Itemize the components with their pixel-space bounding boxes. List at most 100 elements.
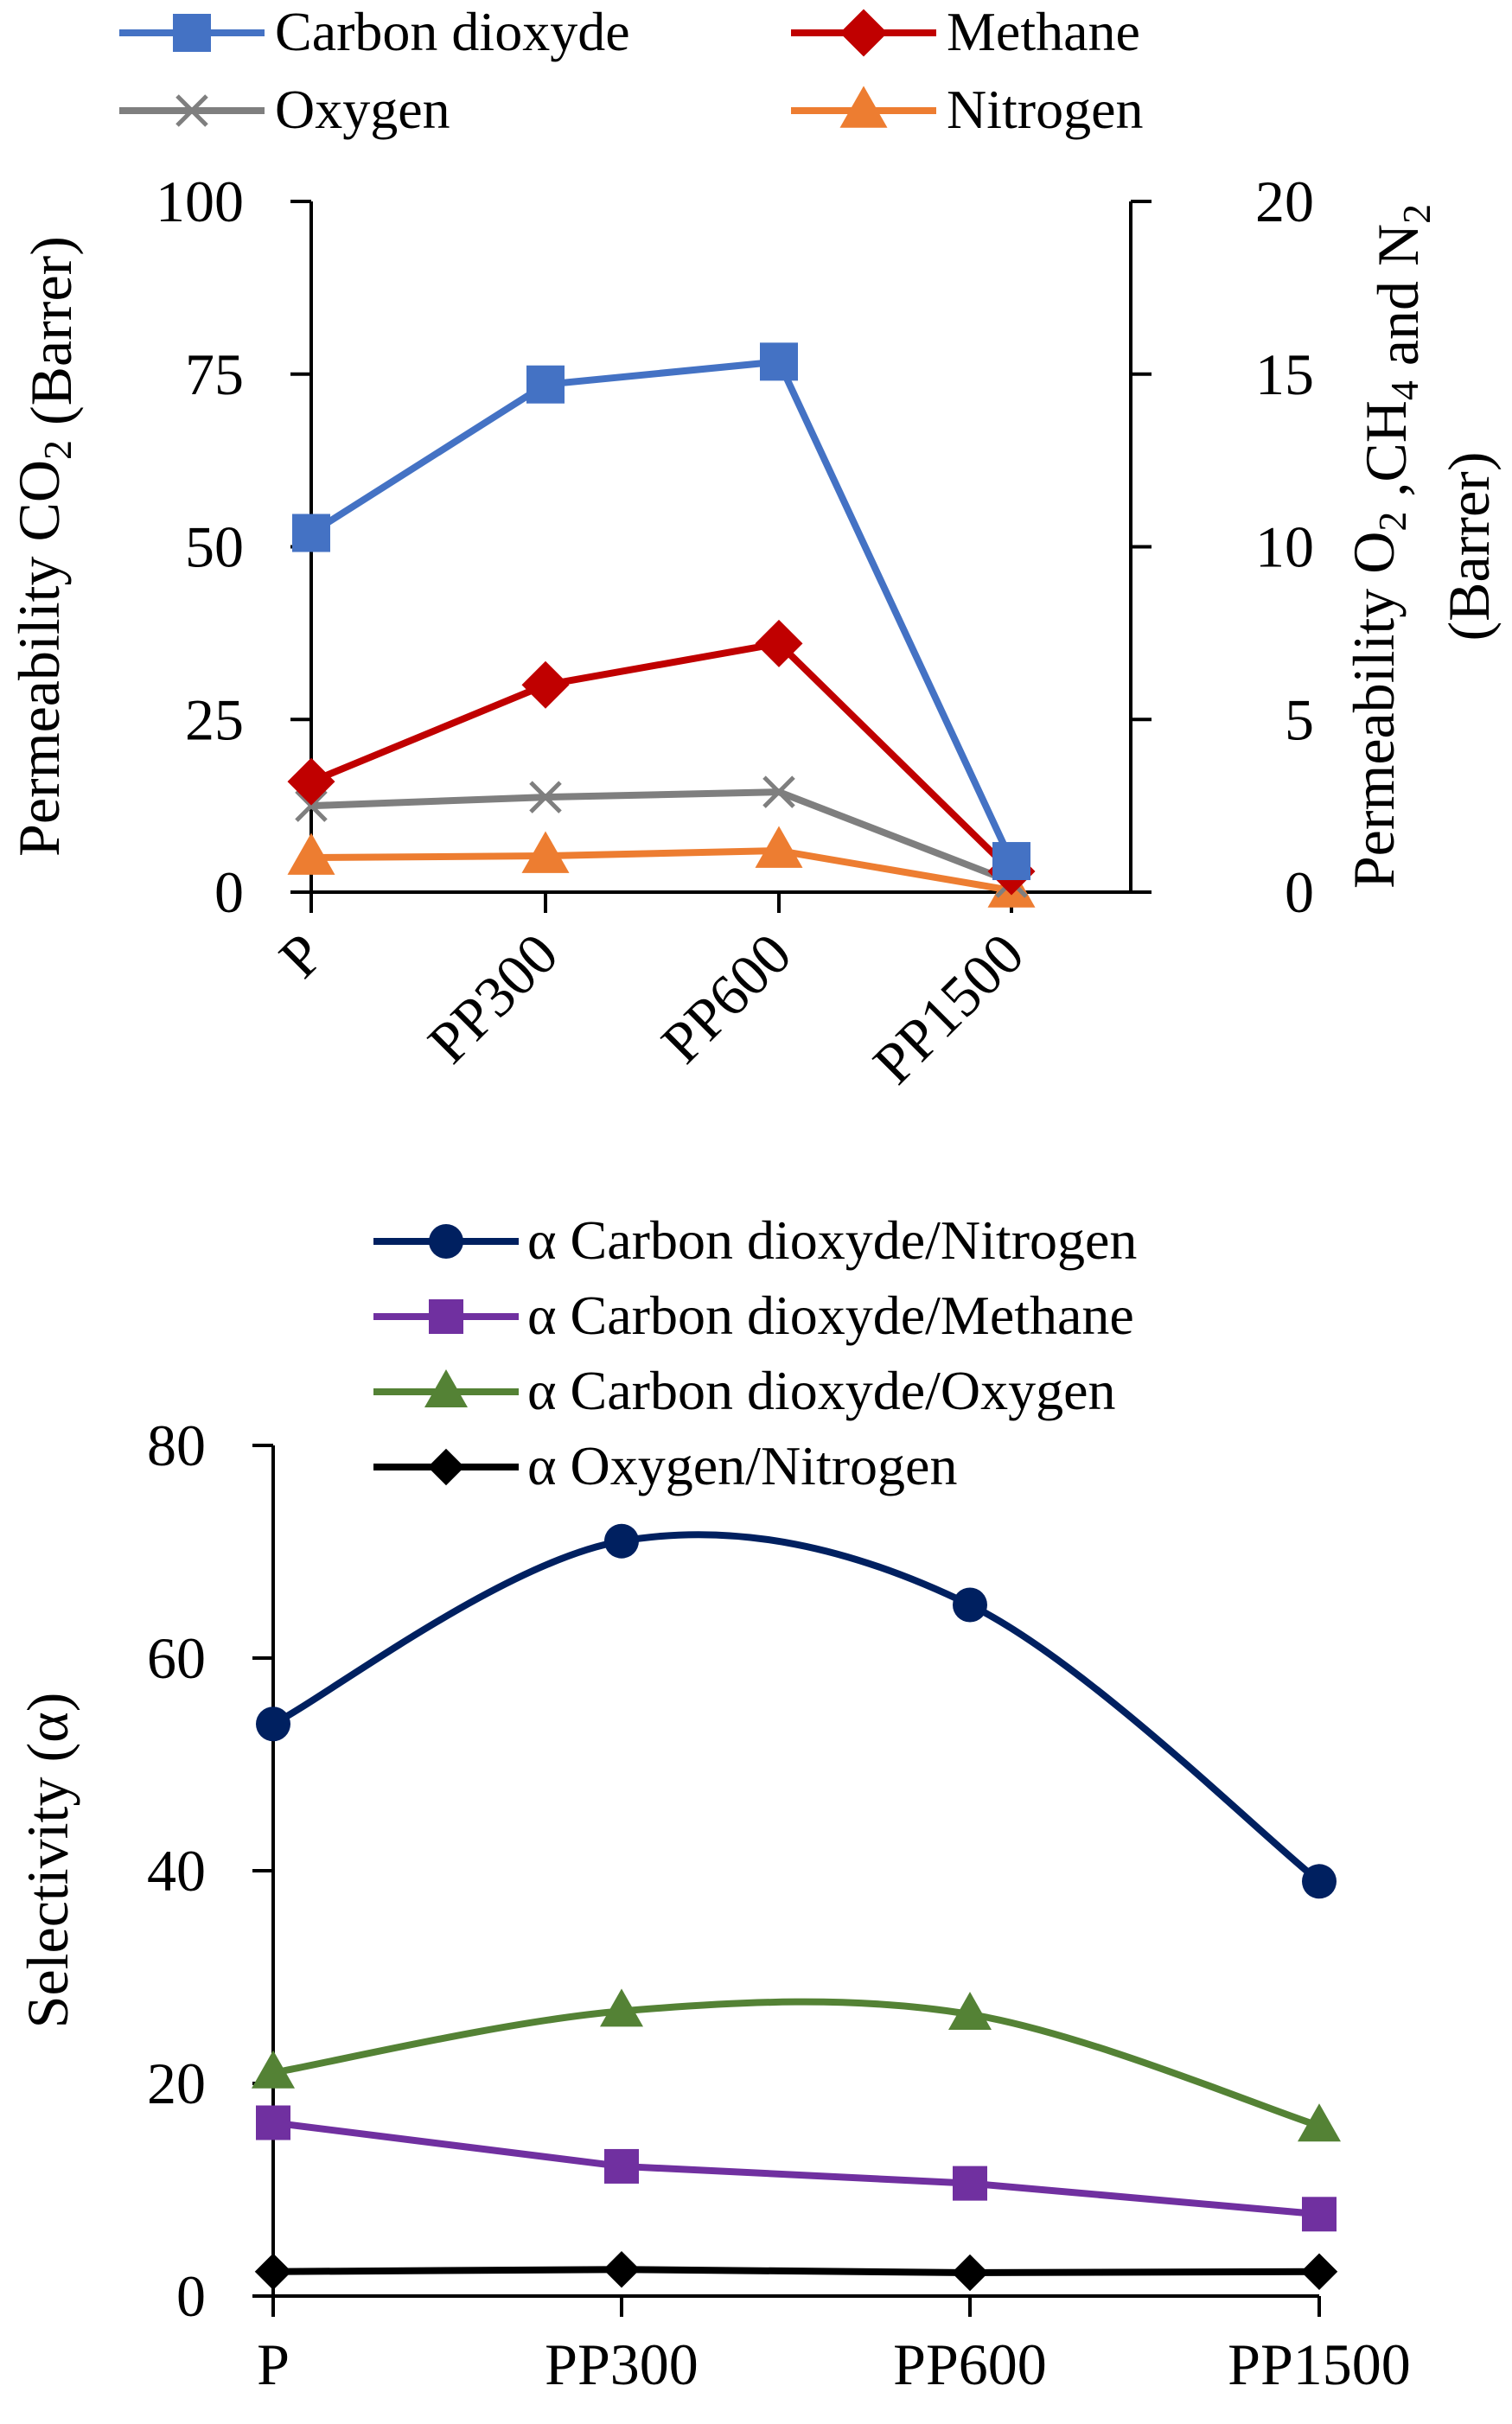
legend-label-o2-n2: α Oxygen/Nitrogen <box>527 1435 957 1496</box>
data-point-carbon-dioxyde-nitrogen-pp300 <box>604 1523 639 1559</box>
legend-marker-carbon-dioxyde <box>173 14 211 52</box>
legend-marker-carbon-dioxyde-oxygen <box>424 1369 468 1407</box>
data-point-oxygen-pp600 <box>762 775 795 808</box>
top-left-ticks: 0 25 50 75 100 <box>156 169 311 925</box>
data-point-oxygen-p <box>295 789 328 822</box>
legend-entry-co2-n2 <box>373 1224 519 1259</box>
top-left-axis-title: Permeability CO2 (Barrer) <box>6 236 84 857</box>
data-point-carbon-dioxyde-pp300 <box>526 365 565 404</box>
legend-entry-nitrogen <box>791 86 936 128</box>
legend-label-co2-ch4: α Carbon dioxyde/Methane <box>527 1285 1134 1346</box>
data-point-oxygen-nitrogen-pp300 <box>603 2251 641 2288</box>
legend-entry-methane <box>791 9 936 57</box>
data-point-oxygen-nitrogen-pp600 <box>951 2254 989 2292</box>
data-point-carbon-dioxyde-oxygen-pp1500 <box>1298 2103 1341 2142</box>
series-nitrogen <box>287 826 1036 908</box>
bottom-x-tick-label-pp1500: PP1500 <box>1228 2332 1411 2397</box>
data-point-nitrogen-p <box>287 832 335 875</box>
top-right-tick-label: 10 <box>1255 514 1314 580</box>
series-carbon-dioxyde-methane <box>256 2105 1337 2232</box>
data-point-oxygen-pp300 <box>529 781 562 813</box>
series-line-carbon-dioxyde-methane <box>272 2119 1320 2218</box>
data-point-oxygen-nitrogen-pp1500 <box>1300 2253 1338 2290</box>
bottom-x-tick-label-pp300: PP300 <box>545 2332 699 2397</box>
top-right-tick-label: 5 <box>1285 686 1314 752</box>
legend-entry-co2-ch4 <box>373 1299 519 1334</box>
data-point-methane-p <box>287 757 335 806</box>
bottom-y-tick-label: 80 <box>147 1413 206 1478</box>
top-legend: Carbon dioxyde Methane Oxygen Nitrogen <box>119 1 1144 140</box>
top-left-tick-label: 25 <box>185 686 244 752</box>
data-point-nitrogen-pp300 <box>521 831 570 873</box>
data-point-methane-pp600 <box>755 619 803 667</box>
data-point-carbon-dioxyde-oxygen-pp300 <box>600 1988 643 2027</box>
legend-label-co2-n2: α Carbon dioxyde/Nitrogen <box>527 1209 1137 1271</box>
series-line-carbon-dioxyde-oxygen <box>272 1998 1321 2130</box>
top-right-tick-label: 0 <box>1285 859 1314 925</box>
series-carbon-dioxyde <box>292 342 1030 881</box>
series-line-methane <box>309 640 1014 874</box>
data-point-carbon-dioxyde-nitrogen-pp600 <box>953 1587 987 1623</box>
series-line-carbon-dioxyde <box>309 358 1015 863</box>
legend-marker-nitrogen <box>839 86 888 128</box>
top-right-ticks: 0 5 10 15 20 <box>1131 169 1314 925</box>
data-point-carbon-dioxyde-oxygen-pp600 <box>948 1992 992 2031</box>
data-point-methane-pp300 <box>521 660 570 709</box>
series-line-oxygen <box>310 788 1013 885</box>
series-carbon-dioxyde-oxygen <box>252 1988 1341 2142</box>
data-point-carbon-dioxyde-methane-pp600 <box>953 2166 987 2201</box>
bottom-y-ticks: 0 20 40 60 80 <box>147 1413 273 2329</box>
data-point-carbon-dioxyde-methane-pp300 <box>604 2148 639 2184</box>
bottom-chart: α Carbon dioxyde/Nitrogen α Carbon dioxy… <box>15 1209 1411 2397</box>
bottom-legend: α Carbon dioxyde/Nitrogen α Carbon dioxy… <box>373 1209 1137 1496</box>
bottom-y-tick-label: 60 <box>147 1625 206 1691</box>
top-right-axis-title-line2: (Barrer) <box>1436 452 1502 641</box>
bottom-y-tick-label: 0 <box>176 2263 206 2329</box>
top-right-tick-label: 15 <box>1255 341 1314 407</box>
legend-marker-carbon-dioxyde-methane <box>429 1299 463 1334</box>
series-line-nitrogen <box>310 847 1012 894</box>
bottom-x-tick-label-p: P <box>257 2332 290 2397</box>
legend-marker-oxygen <box>175 94 208 127</box>
bottom-plot-area <box>252 1523 1341 2292</box>
data-point-carbon-dioxyde-nitrogen-pp1500 <box>1302 1864 1337 1899</box>
data-point-carbon-dioxyde-oxygen-p <box>252 2050 295 2089</box>
top-x-tick-label-pp1500: PP1500 <box>860 921 1036 1096</box>
data-point-carbon-dioxyde-p <box>292 514 330 552</box>
top-axes: 0 25 50 75 100 0 5 10 15 20 P PP300 PP600 PP1500 <box>156 169 1314 1096</box>
legend-entry-o2-n2 <box>373 1448 519 1486</box>
legend-marker-methane <box>839 9 888 57</box>
series-carbon-dioxyde-nitrogen <box>256 1523 1337 1899</box>
top-chart: Carbon dioxyde Methane Oxygen Nitrogen 0… <box>6 1 1502 1096</box>
bottom-y-tick-label: 40 <box>147 1838 206 1904</box>
series-line-carbon-dioxyde-nitrogen <box>271 1531 1322 1885</box>
bottom-y-axis-title: Selectivity (α) <box>15 1693 80 2029</box>
bottom-x-tick-label-pp600: PP600 <box>893 2332 1047 2397</box>
legend-label-oxygen: Oxygen <box>275 79 450 140</box>
data-point-carbon-dioxyde-pp1500 <box>992 842 1030 881</box>
legend-entry-oxygen <box>119 94 265 127</box>
top-x-tick-label-pp300: PP300 <box>415 921 570 1075</box>
series-line-oxygen-nitrogen <box>272 2266 1320 2276</box>
top-left-tick-label: 0 <box>214 859 244 925</box>
data-point-oxygen-nitrogen-p <box>254 2253 292 2290</box>
series-oxygen-nitrogen <box>254 2251 1338 2292</box>
bottom-x-ticks: P PP300 PP600 PP1500 <box>257 2296 1411 2397</box>
bottom-y-tick-label: 20 <box>147 2051 206 2116</box>
data-point-carbon-dioxyde-methane-pp1500 <box>1302 2197 1337 2232</box>
data-point-carbon-dioxyde-pp600 <box>760 342 798 381</box>
legend-marker-oxygen-nitrogen <box>427 1448 465 1486</box>
data-point-carbon-dioxyde-nitrogen-p <box>256 1706 290 1742</box>
top-x-tick-label-pp600: PP600 <box>648 921 803 1075</box>
top-plot-area <box>287 342 1036 908</box>
top-right-tick-label: 20 <box>1255 169 1314 234</box>
data-point-nitrogen-pp600 <box>755 826 803 868</box>
series-oxygen <box>295 775 1028 898</box>
legend-entry-carbon-dioxyde <box>119 14 265 52</box>
legend-entry-co2-o2 <box>373 1369 519 1407</box>
top-x-ticks: P PP300 PP600 PP1500 <box>266 892 1037 1096</box>
top-x-tick-label-p: P <box>266 921 335 990</box>
top-left-tick-label: 75 <box>185 341 244 407</box>
legend-label-carbon-dioxyde: Carbon dioxyde <box>275 1 630 62</box>
